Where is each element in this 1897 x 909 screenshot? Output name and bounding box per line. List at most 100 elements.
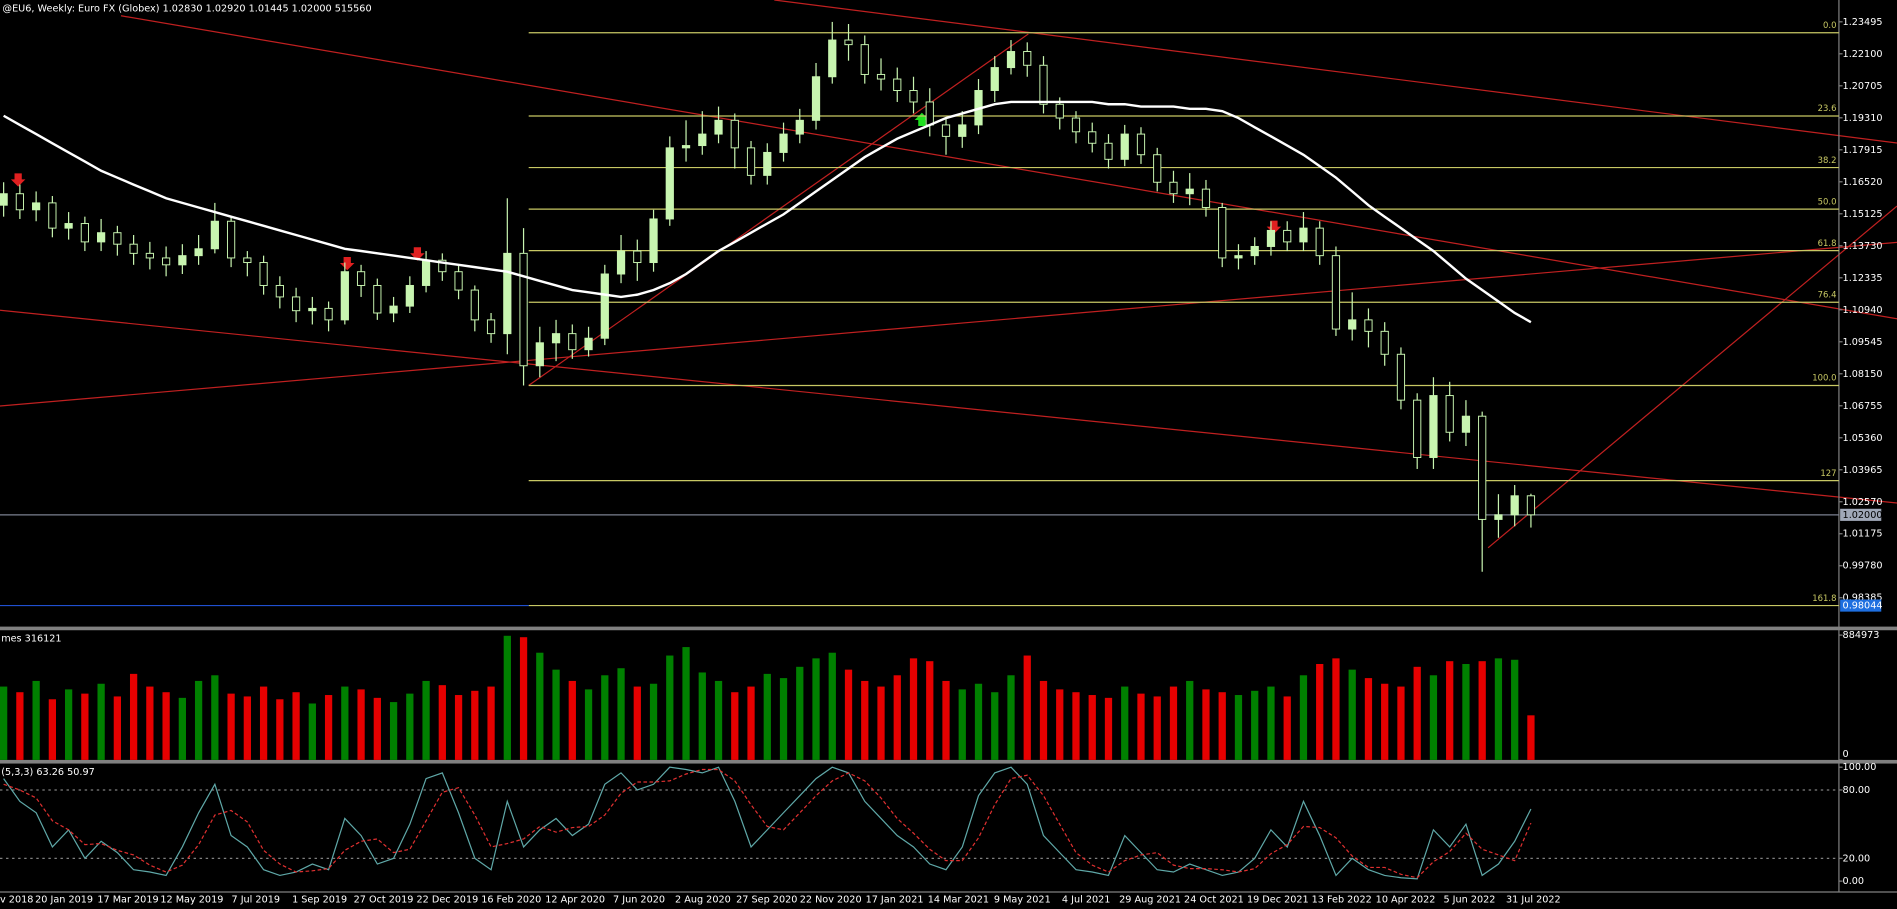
candle-body	[373, 284, 382, 314]
volume-bar	[536, 652, 544, 760]
candle-body	[275, 284, 284, 298]
x-tick-label: 29 Aug 2021	[1119, 894, 1181, 905]
x-tick-label: v 2018	[0, 894, 33, 905]
candle-body	[486, 319, 496, 335]
candle-body	[519, 252, 528, 367]
candle-body	[1266, 229, 1276, 247]
candle-body	[178, 255, 187, 266]
volume-bar	[601, 675, 609, 760]
volume-bar	[519, 637, 528, 760]
volume-bar	[308, 703, 316, 760]
moving-average	[3, 100, 1532, 324]
volume-bar	[373, 697, 381, 760]
buy-arrow	[914, 112, 930, 127]
volume-bar	[909, 658, 918, 760]
volume-bar	[682, 647, 690, 760]
volume-bar	[731, 692, 739, 760]
candle-body	[925, 101, 934, 126]
volume-bar	[958, 689, 966, 760]
fib-label: 127	[1820, 468, 1836, 478]
candle-body	[535, 342, 544, 367]
fib-label: 76.4	[1818, 289, 1837, 299]
volume-bar	[991, 692, 999, 760]
volume-bar	[552, 669, 560, 760]
volume-tick-label: 884973	[1843, 630, 1880, 641]
candle-body	[633, 250, 642, 264]
volume-bar	[1316, 664, 1324, 760]
fib-label: 0.0	[1823, 20, 1836, 30]
volume-bar	[584, 689, 593, 760]
y-tick-label: 0.98385	[1843, 593, 1883, 604]
candle-body	[730, 119, 739, 149]
candle-body	[860, 44, 869, 75]
trend-lines	[0, 0, 1897, 549]
stochastic-k	[3, 766, 1532, 880]
volume-bar	[617, 668, 625, 760]
candle-body	[763, 151, 772, 176]
volume-bar	[324, 695, 333, 760]
y-tick-label: 1.22100	[1843, 49, 1883, 60]
sell-arrow	[410, 247, 425, 261]
candle-body	[551, 333, 561, 344]
candle-body	[1494, 514, 1503, 520]
volume-bar	[1251, 690, 1259, 760]
x-tick-label: 7 Jun 2020	[613, 894, 665, 905]
volume-bar	[1267, 686, 1275, 760]
candle-body	[194, 248, 203, 257]
volume-bar	[1039, 680, 1048, 760]
candle-body	[990, 67, 999, 91]
volume-bar	[129, 673, 138, 760]
volume-bar	[1104, 697, 1113, 760]
y-tick-label: 1.15125	[1843, 209, 1883, 220]
volume-bar	[974, 683, 983, 760]
candle-body	[324, 307, 333, 321]
candle-body	[909, 90, 918, 103]
candle-body	[470, 289, 479, 321]
volume-label: mes 316121	[1, 634, 61, 645]
x-tick-label: 10 Apr 2022	[1376, 894, 1436, 905]
volume-bar	[812, 658, 820, 760]
volume-bar	[1234, 695, 1243, 760]
volume-bar	[259, 686, 268, 760]
y-tick-label: 1.09545	[1843, 337, 1883, 348]
volume-bar	[438, 685, 446, 760]
trend-line	[0, 241, 1897, 407]
volume-bar	[568, 680, 576, 760]
volume-bar	[1121, 686, 1129, 760]
candle-body	[15, 193, 24, 211]
volume-bar	[178, 697, 186, 760]
volume-bar	[1186, 680, 1194, 760]
candle-body	[226, 220, 236, 259]
volume-bar	[666, 655, 674, 760]
volume-bar	[227, 693, 235, 760]
x-tick-label: 27 Sep 2020	[736, 894, 797, 905]
candle-body	[113, 232, 122, 245]
volume-bar	[146, 686, 154, 760]
candle-body	[811, 76, 821, 121]
candle-body	[584, 337, 593, 351]
candle-body	[438, 259, 447, 273]
volume-bar	[1413, 666, 1421, 760]
candle-body	[1299, 227, 1308, 243]
volume-bar	[243, 696, 251, 760]
volume-bar	[633, 686, 641, 760]
volume-bar	[406, 693, 414, 760]
volume-bar	[1527, 715, 1535, 760]
candle-body	[421, 259, 431, 286]
candle-body	[1413, 399, 1422, 458]
volume-bar	[649, 683, 658, 760]
candle-body	[64, 223, 73, 229]
volume-bar	[0, 686, 8, 760]
x-tick-label: 12 Apr 2020	[545, 894, 605, 905]
candle-body	[1153, 154, 1162, 183]
candle-body	[893, 78, 902, 91]
volume-bar	[1511, 659, 1519, 760]
volume-bar	[81, 693, 89, 760]
candle-body	[1039, 64, 1048, 105]
candle-body	[291, 296, 301, 312]
candle-body	[129, 243, 138, 254]
x-tick-label: 9 May 2021	[994, 894, 1051, 905]
volume-bar	[1056, 689, 1064, 760]
volume-bar	[1494, 658, 1503, 760]
last-price-tag	[1840, 508, 1882, 521]
